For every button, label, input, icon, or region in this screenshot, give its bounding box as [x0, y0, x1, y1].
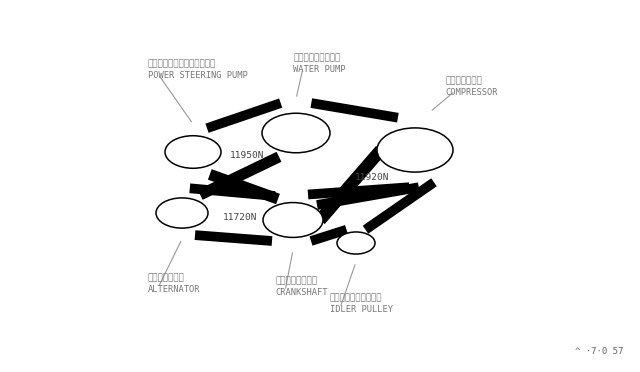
Circle shape — [165, 136, 221, 168]
Circle shape — [156, 198, 208, 228]
Text: IDLER PULLEY: IDLER PULLEY — [330, 305, 393, 314]
Circle shape — [337, 232, 375, 254]
Text: 11920N: 11920N — [355, 173, 390, 183]
Text: ALTERNATOR: ALTERNATOR — [148, 285, 200, 294]
Circle shape — [262, 113, 330, 153]
Text: クランクシャフト: クランクシャフト — [275, 276, 317, 285]
Text: WATER PUMP: WATER PUMP — [293, 65, 346, 74]
Text: ^ ·7·0 57: ^ ·7·0 57 — [575, 347, 623, 356]
Text: COMPRESSOR: COMPRESSOR — [445, 88, 497, 97]
Text: オルタネーター: オルタネーター — [148, 273, 185, 282]
Text: 11950N: 11950N — [230, 151, 264, 160]
Text: パワーステアリング　ポンプ: パワーステアリング ポンプ — [148, 59, 216, 68]
Text: コンプレッサー: コンプレッサー — [445, 76, 482, 85]
Text: ウォーター　ポンプ: ウォーター ポンプ — [293, 53, 340, 62]
Circle shape — [377, 128, 453, 172]
Text: POWER STEERING PUMP: POWER STEERING PUMP — [148, 71, 248, 80]
Circle shape — [263, 203, 323, 237]
Text: アイドラー　プーリー: アイドラー プーリー — [330, 293, 383, 302]
Text: CRANKSHAFT: CRANKSHAFT — [275, 288, 328, 297]
Text: 11720N: 11720N — [223, 214, 257, 222]
